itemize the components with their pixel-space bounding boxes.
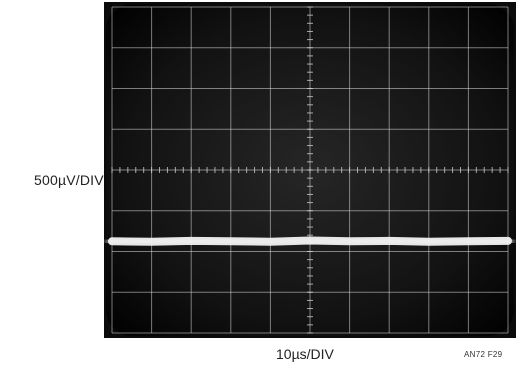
figure-id: AN72 F29: [464, 350, 503, 359]
y-axis-label: 500µV/DIV: [34, 172, 104, 188]
oscilloscope-screen: [104, 2, 516, 338]
x-axis-label: 10µs/DIV: [276, 346, 334, 362]
trace-line: [108, 236, 512, 246]
oscilloscope-plot: [104, 2, 516, 338]
